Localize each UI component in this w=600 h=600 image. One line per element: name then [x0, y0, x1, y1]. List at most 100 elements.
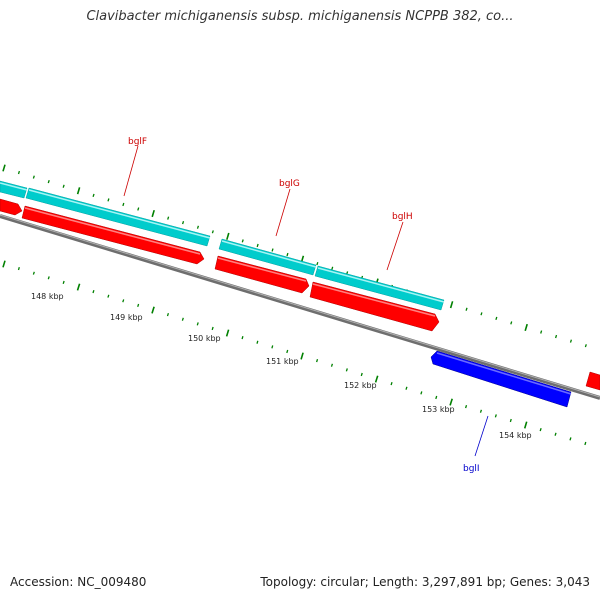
minor-tick — [256, 243, 259, 248]
genome-summary: Topology: circular; Length: 3,297,891 bp… — [260, 575, 590, 589]
minor-tick — [330, 363, 334, 367]
minor-tick — [286, 349, 289, 354]
leader-bglH — [386, 221, 404, 271]
leader-bglG — [275, 188, 291, 237]
scale-label: 154 kbp — [499, 431, 532, 440]
minor-tick — [196, 322, 199, 326]
feature-track — [0, 180, 445, 311]
major-tick — [374, 375, 379, 383]
map-title: Clavibacter michiganensis subsp. michiga… — [86, 9, 514, 24]
minor-tick — [390, 382, 393, 386]
scale-label: 148 kbp — [31, 292, 64, 301]
minor-tick — [211, 326, 214, 331]
minor-tick — [256, 340, 259, 344]
minor-tick — [32, 271, 35, 275]
minor-tick — [122, 202, 125, 207]
scale-label: 150 kbp — [188, 334, 221, 343]
feature-segment[interactable] — [314, 265, 445, 311]
minor-tick — [345, 368, 348, 372]
cds-forward[interactable] — [585, 371, 600, 391]
outer-tick-marks — [2, 164, 587, 348]
reverse-cds-track — [430, 350, 572, 408]
major-tick — [225, 329, 230, 337]
minor-tick — [181, 317, 184, 321]
gene-label-bglG[interactable]: bglG — [279, 179, 300, 189]
minor-tick — [584, 441, 587, 446]
minor-tick — [316, 262, 319, 266]
minor-tick — [32, 175, 35, 179]
minor-tick — [137, 303, 140, 307]
minor-tick — [584, 344, 587, 348]
cds-bglG[interactable] — [214, 255, 310, 294]
major-tick — [76, 187, 81, 195]
leader-bglF — [123, 145, 139, 197]
scale-label: 152 kbp — [344, 381, 377, 390]
scale-label: 151 kbp — [266, 357, 299, 366]
minor-tick — [17, 267, 20, 271]
minor-tick — [509, 418, 512, 423]
minor-tick — [464, 405, 468, 409]
minor-tick — [479, 409, 483, 413]
scale-labels: 148 kbp 149 kbp 150 kbp 151 kbp 152 kbp … — [31, 292, 532, 440]
minor-tick — [271, 345, 274, 349]
minor-tick — [540, 330, 543, 334]
minor-tick — [241, 239, 244, 243]
gene-label-bglH[interactable]: bglH — [392, 212, 413, 222]
minor-tick — [510, 321, 513, 325]
minor-tick — [271, 248, 274, 252]
minor-tick — [435, 395, 438, 400]
minor-tick — [539, 428, 542, 432]
minor-tick — [405, 386, 408, 390]
minor-tick — [17, 170, 21, 175]
minor-tick — [286, 252, 289, 257]
major-tick — [2, 260, 6, 268]
minor-tick — [166, 313, 170, 317]
minor-tick — [315, 359, 319, 363]
gene-label-bglF[interactable]: bglF — [128, 137, 147, 147]
feature-segment[interactable] — [218, 238, 317, 276]
minor-tick — [47, 276, 50, 280]
forward-cds-track — [0, 198, 600, 391]
leader-bglI — [474, 415, 489, 457]
minor-tick — [167, 216, 170, 220]
minor-tick — [211, 230, 214, 234]
minor-tick — [62, 184, 65, 188]
minor-tick — [569, 437, 572, 441]
major-tick — [449, 398, 453, 406]
minor-tick — [241, 336, 244, 340]
major-tick — [76, 283, 81, 291]
minor-tick — [92, 290, 95, 294]
minor-tick — [494, 414, 497, 418]
cds-bglH[interactable] — [309, 281, 440, 332]
minor-tick — [569, 339, 573, 343]
minor-tick — [196, 225, 200, 229]
major-tick — [2, 164, 6, 172]
minor-tick — [137, 207, 140, 211]
minor-tick — [107, 294, 110, 298]
minor-tick — [181, 221, 185, 225]
minor-tick — [92, 193, 95, 197]
genome-backbone — [0, 214, 600, 400]
cds-bglI[interactable] — [430, 350, 572, 408]
minor-tick — [465, 307, 468, 311]
cds-forward[interactable] — [0, 198, 23, 216]
minor-tick — [495, 316, 498, 320]
minor-tick — [360, 372, 363, 377]
minor-tick — [107, 198, 110, 202]
scale-label: 153 kbp — [422, 405, 455, 414]
accession-label: Accession: NC_009480 — [10, 575, 147, 589]
major-tick — [449, 301, 454, 309]
gene-label-bglI[interactable]: bglI — [463, 464, 480, 474]
feature-segment[interactable] — [25, 187, 211, 247]
major-tick — [226, 232, 230, 240]
scale-label: 149 kbp — [110, 313, 143, 322]
inner-tick-marks — [2, 260, 587, 446]
minor-tick — [122, 299, 125, 303]
major-tick — [523, 421, 528, 429]
minor-tick — [420, 391, 423, 395]
minor-tick — [331, 266, 334, 270]
cds-bglF[interactable] — [21, 205, 205, 265]
minor-tick — [554, 432, 557, 436]
label-leaders — [123, 145, 489, 457]
